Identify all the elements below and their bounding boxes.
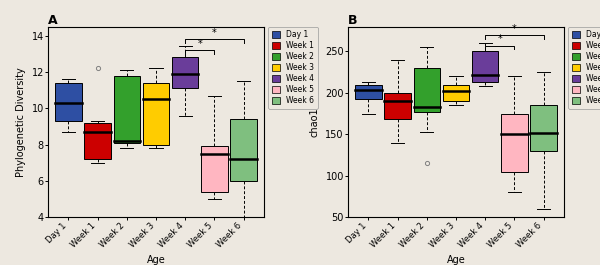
- X-axis label: Age: Age: [146, 255, 166, 265]
- Legend: Day 1, Week 1, Week 2, Week 3, Week 4, Week 5, Week 6: Day 1, Week 1, Week 2, Week 3, Week 4, W…: [568, 26, 600, 109]
- X-axis label: Age: Age: [446, 255, 466, 265]
- Bar: [472, 51, 499, 82]
- Bar: [201, 147, 227, 192]
- Text: *: *: [497, 34, 502, 45]
- Y-axis label: chao1: chao1: [310, 107, 320, 137]
- Bar: [55, 83, 82, 121]
- Text: A: A: [48, 14, 58, 26]
- Text: *: *: [512, 24, 517, 34]
- Text: *: *: [197, 39, 202, 49]
- Bar: [530, 105, 557, 151]
- Text: B: B: [348, 14, 358, 26]
- Bar: [355, 85, 382, 99]
- Text: *: *: [212, 28, 217, 38]
- Bar: [385, 93, 411, 120]
- Bar: [143, 83, 169, 145]
- Bar: [230, 119, 257, 181]
- Bar: [413, 68, 440, 112]
- Legend: Day 1, Week 1, Week 2, Week 3, Week 4, Week 5, Week 6: Day 1, Week 1, Week 2, Week 3, Week 4, W…: [268, 26, 318, 109]
- Bar: [501, 114, 527, 172]
- Bar: [113, 76, 140, 143]
- Bar: [85, 123, 111, 159]
- Bar: [172, 58, 199, 88]
- Bar: [443, 85, 469, 101]
- Y-axis label: Phylogenetic Diversity: Phylogenetic Diversity: [16, 67, 26, 177]
